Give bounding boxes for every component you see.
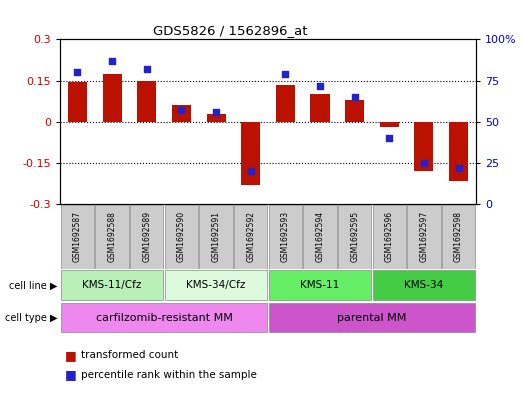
Bar (380, 122, 399, 127)
Text: GSM1692588: GSM1692588 (108, 211, 117, 262)
Text: GSM1692589: GSM1692589 (142, 211, 151, 262)
Point (281, 71, 290, 77)
Bar (414, 122, 434, 171)
FancyBboxPatch shape (407, 205, 440, 268)
Bar (241, 122, 260, 185)
FancyBboxPatch shape (234, 205, 267, 268)
FancyBboxPatch shape (269, 270, 371, 300)
Point (108, 58, 116, 64)
Bar (311, 94, 329, 122)
Text: GSM1692591: GSM1692591 (212, 211, 221, 262)
Point (454, 165, 463, 171)
Point (246, 168, 255, 174)
Bar (207, 114, 225, 122)
Text: percentile rank within the sample: percentile rank within the sample (81, 370, 257, 380)
Text: ■: ■ (65, 349, 77, 362)
Text: transformed count: transformed count (81, 350, 178, 360)
Text: GSM1692598: GSM1692598 (454, 211, 463, 262)
Bar (68, 82, 87, 122)
Text: GSM1692595: GSM1692595 (350, 211, 359, 263)
FancyBboxPatch shape (165, 270, 267, 300)
FancyBboxPatch shape (165, 205, 198, 268)
Text: parental MM: parental MM (337, 312, 407, 323)
Text: GSM1692592: GSM1692592 (246, 211, 255, 262)
Point (177, 107, 186, 114)
Text: GSM1692587: GSM1692587 (73, 211, 82, 262)
Point (420, 160, 428, 166)
FancyBboxPatch shape (61, 270, 163, 300)
Text: GSM1692594: GSM1692594 (315, 211, 324, 263)
FancyBboxPatch shape (303, 205, 337, 268)
Bar (103, 73, 122, 122)
FancyBboxPatch shape (269, 205, 302, 268)
Bar (137, 81, 156, 122)
Point (385, 135, 393, 141)
Text: GSM1692593: GSM1692593 (281, 211, 290, 263)
FancyBboxPatch shape (96, 205, 129, 268)
Text: GSM1692596: GSM1692596 (385, 211, 394, 263)
Text: KMS-11: KMS-11 (300, 280, 339, 290)
Text: cell type ▶: cell type ▶ (5, 312, 58, 323)
Bar (172, 105, 191, 122)
Bar (276, 85, 295, 122)
FancyBboxPatch shape (199, 205, 233, 268)
Bar (345, 100, 364, 122)
FancyBboxPatch shape (338, 205, 371, 268)
Text: KMS-11/Cfz: KMS-11/Cfz (83, 280, 142, 290)
Point (350, 94, 359, 100)
FancyBboxPatch shape (442, 205, 475, 268)
Point (143, 66, 151, 72)
FancyBboxPatch shape (373, 270, 475, 300)
Text: GDS5826 / 1562896_at: GDS5826 / 1562896_at (153, 24, 308, 37)
Point (73, 69, 82, 75)
Text: GSM1692597: GSM1692597 (419, 211, 428, 263)
Text: ■: ■ (65, 368, 77, 382)
Text: KMS-34/Cfz: KMS-34/Cfz (186, 280, 246, 290)
Text: carfilzomib-resistant MM: carfilzomib-resistant MM (96, 312, 233, 323)
Point (212, 109, 220, 115)
FancyBboxPatch shape (373, 205, 406, 268)
Text: GSM1692590: GSM1692590 (177, 211, 186, 263)
FancyBboxPatch shape (61, 205, 94, 268)
Text: KMS-34: KMS-34 (404, 280, 444, 290)
Bar (449, 122, 468, 181)
FancyBboxPatch shape (269, 303, 475, 332)
FancyBboxPatch shape (130, 205, 163, 268)
Text: cell line ▶: cell line ▶ (9, 280, 58, 290)
Point (316, 83, 324, 89)
FancyBboxPatch shape (61, 303, 267, 332)
